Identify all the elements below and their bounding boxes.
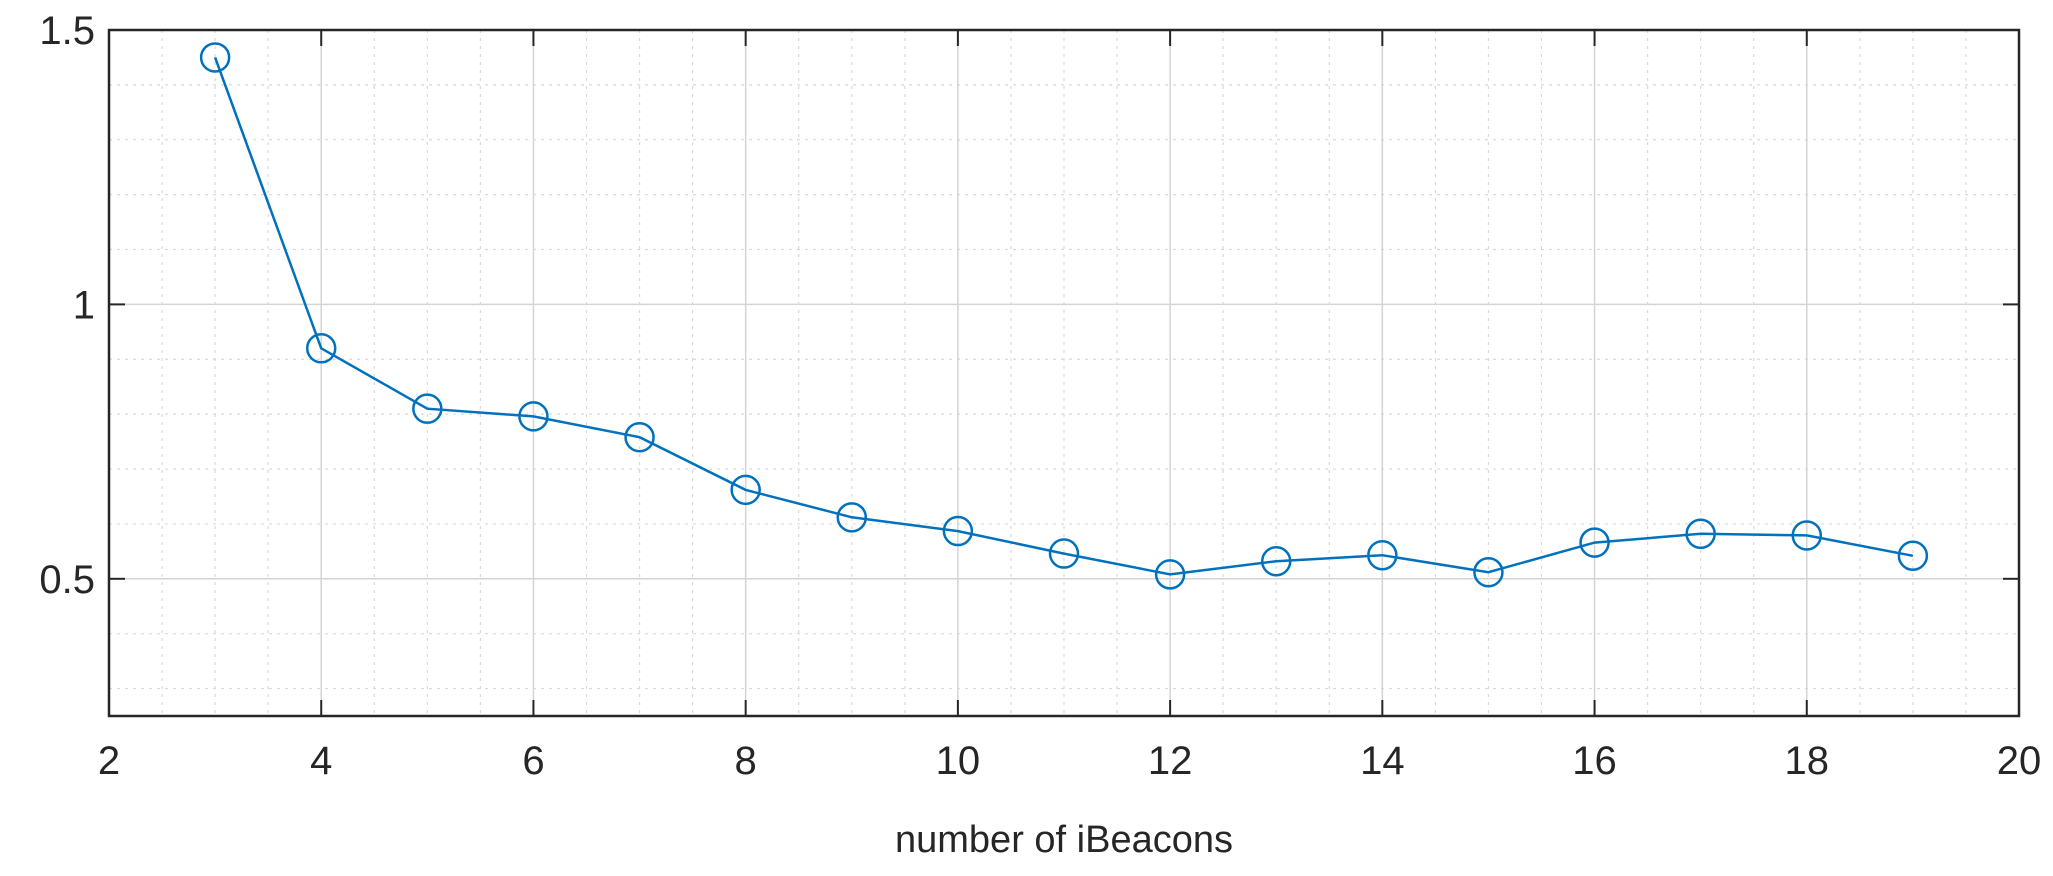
x-tick-label: 14 <box>1360 739 1405 783</box>
x-tick-label: 12 <box>1148 739 1193 783</box>
data-point <box>1897 540 1929 572</box>
x-tick-label: 10 <box>936 739 981 783</box>
y-tick-label: 0.5 <box>39 558 95 602</box>
x-tick-label: 8 <box>735 739 757 783</box>
series-line <box>213 56 1914 576</box>
x-tick-label: 6 <box>522 739 544 783</box>
data-point <box>836 502 868 533</box>
data-point <box>1048 538 1080 569</box>
series-group <box>199 42 1929 590</box>
data-point <box>1154 559 1186 590</box>
data-point <box>1367 539 1398 571</box>
x-tick-label: 20 <box>1997 739 2042 783</box>
x-tick-label: 18 <box>1785 739 1830 783</box>
data-point <box>518 401 549 432</box>
data-point <box>199 42 231 73</box>
data-point <box>730 474 761 506</box>
x-tick-label: 4 <box>310 739 332 783</box>
plot-frame <box>107 28 2021 718</box>
data-point <box>1473 556 1504 588</box>
x-tick-label: 16 <box>1572 739 1617 783</box>
x-axis-title: number of iBeacons <box>895 819 1233 861</box>
data-point <box>1579 527 1610 558</box>
data-point <box>624 421 655 453</box>
major-grid <box>109 30 2019 716</box>
x-tick-label: 2 <box>98 739 120 783</box>
data-point <box>1260 545 1292 577</box>
axis-ticks <box>108 29 2020 716</box>
data-point <box>412 393 443 424</box>
data-point <box>305 333 337 364</box>
data-point <box>942 515 974 547</box>
data-point <box>1685 518 1716 550</box>
data-point <box>1791 520 1823 551</box>
y-tick-labels: 0.5 1 1.5 <box>39 9 95 602</box>
x-tick-labels: 2 4 6 8 10 12 14 16 18 20 <box>98 739 2041 783</box>
y-tick-label: 1.5 <box>39 9 95 53</box>
y-tick-label: 1 <box>73 283 95 327</box>
minor-grid <box>109 30 2019 716</box>
